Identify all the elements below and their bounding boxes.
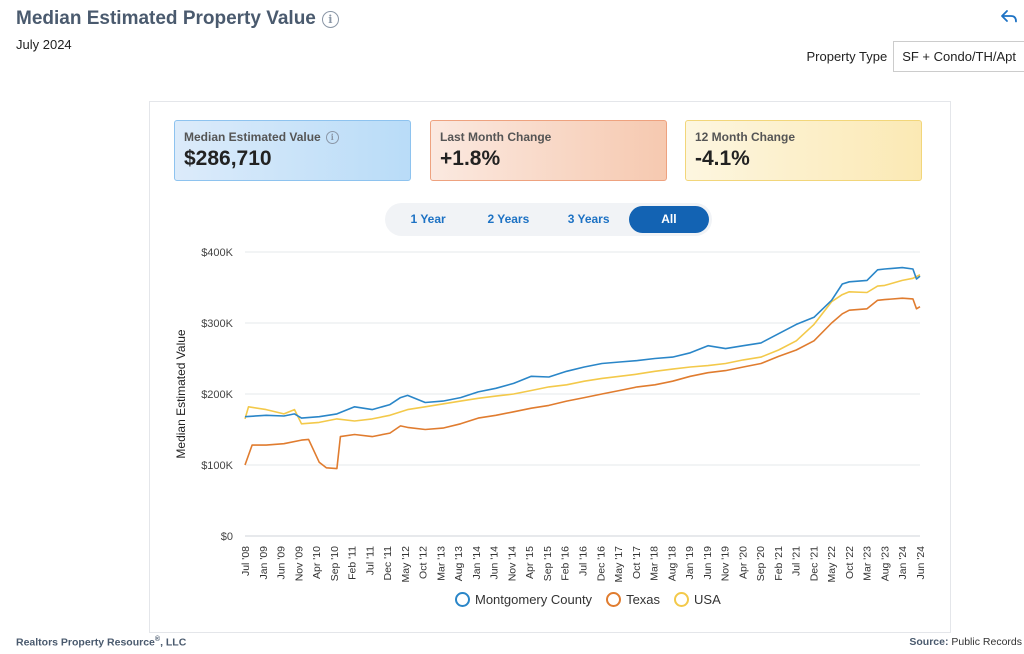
x-tick-label: Oct '12 <box>418 546 430 579</box>
x-tick-label: Jun '24 <box>915 546 927 580</box>
legend-swatch-montgomery <box>455 592 470 607</box>
registered-mark: ® <box>154 636 161 643</box>
last-month-change-label: Last Month Change <box>440 130 552 144</box>
x-tick-label: Jun '19 <box>702 546 714 580</box>
range-3-years-button[interactable]: 3 Years <box>567 212 610 226</box>
x-tick-label: Nov '19 <box>720 546 732 581</box>
legend-swatch-usa <box>674 592 690 607</box>
x-tick-label: Nov '14 <box>506 546 518 581</box>
x-tick-label: Dec '16 <box>595 546 607 581</box>
x-tick-label: May '22 <box>826 546 838 583</box>
legend-item-texas[interactable]: Texas <box>606 592 660 607</box>
last-month-change-card: Last Month Change +1.8% <box>430 120 667 181</box>
x-tick-label: Sep '15 <box>542 546 554 581</box>
x-tick-label: Jan '14 <box>471 546 483 580</box>
x-tick-label: Jan '24 <box>897 546 909 580</box>
x-tick-label: Aug '18 <box>666 546 678 581</box>
x-tick-label: Dec '11 <box>382 546 394 581</box>
y-tick-label: $200K <box>201 389 233 401</box>
y-tick-label: $400K <box>201 247 233 259</box>
x-tick-label: Apr '10 <box>311 546 323 579</box>
range-all-button[interactable]: All <box>628 206 709 233</box>
series-line-usa <box>244 273 921 425</box>
median-value-card: Median Estimated Value i $286,710 <box>174 120 411 181</box>
page-title-text: Median Estimated Property Value <box>16 8 316 29</box>
x-tick-label: Mar '13 <box>435 546 447 581</box>
x-tick-label: Jul '08 <box>240 546 252 576</box>
x-tick-label: Oct '17 <box>631 546 643 579</box>
footer-company: Realtors Property Resource®, LLC <box>16 636 186 649</box>
x-tick-label: Jul '11 <box>364 546 376 575</box>
footer-source: Source: Public Records <box>909 636 1022 648</box>
median-value-card-header: Median Estimated Value i <box>184 130 401 144</box>
x-tick-label: Feb '16 <box>560 546 572 581</box>
twelve-month-change-card: 12 Month Change -4.1% <box>685 120 922 181</box>
x-tick-label: Aug '13 <box>453 546 465 581</box>
legend-label-usa: USA <box>694 592 721 607</box>
footer-company-name: Realtors Property Resource <box>16 636 155 649</box>
x-tick-label: Apr '20 <box>737 546 749 579</box>
footer-source-label: Source: <box>909 636 949 648</box>
series-line-texas <box>244 297 921 470</box>
legend-swatch-texas <box>606 592 622 607</box>
y-axis-label: Median Estimated Value <box>174 329 188 459</box>
x-tick-label: Sep '20 <box>755 546 767 581</box>
x-tick-label: Mar '23 <box>862 546 874 581</box>
footer-source-value: Public Records <box>951 636 1022 648</box>
twelve-month-change-value: -4.1% <box>695 147 750 170</box>
series-line-montgomery <box>244 266 921 419</box>
x-tick-label: Apr '15 <box>524 546 536 579</box>
chart-panel: Median Estimated Value i $286,710 Last M… <box>149 101 951 633</box>
x-tick-label: Oct '22 <box>844 546 856 579</box>
x-tick-label: Jul '21 <box>791 546 803 576</box>
x-tick-label: Jan '09 <box>258 546 270 580</box>
info-icon[interactable]: i <box>321 10 339 28</box>
line-chart: $0 $100K $200K $300K $400K Jul '08 Jan '09 Jun … <box>174 247 927 583</box>
legend-item-montgomery[interactable]: Montgomery County <box>455 592 592 607</box>
legend-label-texas: Texas <box>626 592 661 607</box>
footer-company-suffix: , LLC <box>160 636 187 649</box>
twelve-month-change-label: 12 Month Change <box>695 130 796 144</box>
x-tick-label: May '12 <box>400 546 412 583</box>
legend-item-usa[interactable]: USA <box>674 592 721 607</box>
y-tick-label: $300K <box>201 318 233 330</box>
x-tick-label: May '17 <box>613 546 625 583</box>
x-tick-label: Dec '21 <box>808 546 820 581</box>
range-2-years-button[interactable]: 2 Years <box>487 212 530 226</box>
x-tick-label: Mar '18 <box>649 546 661 581</box>
property-type-filter: Property Type SF + Condo/TH/Apt <box>806 41 1024 72</box>
x-tick-label: Jul '16 <box>578 546 590 576</box>
share-icon[interactable] <box>1000 8 1018 26</box>
y-tick-label: $0 <box>221 531 233 543</box>
x-tick-label: Jan '19 <box>684 546 696 580</box>
x-tick-label: Jun '14 <box>489 546 501 580</box>
property-type-label: Property Type <box>806 49 888 64</box>
x-tick-label: Aug '23 <box>879 546 891 581</box>
y-tick-label: $100K <box>201 460 233 472</box>
x-tick-label: Feb '11 <box>347 546 359 580</box>
info-icon[interactable]: i <box>325 130 339 144</box>
x-tick-label: Nov '09 <box>293 546 305 581</box>
time-range-selector: 1 Year 2 Years 3 Years All <box>385 203 712 236</box>
property-type-select[interactable]: SF + Condo/TH/Apt <box>893 41 1024 72</box>
chart-legend: Montgomery County Texas USA <box>455 592 721 607</box>
range-1-year-button[interactable]: 1 Year <box>410 212 446 226</box>
x-tick-label: Jun '09 <box>276 546 288 580</box>
x-tick-label: Sep '10 <box>329 546 341 581</box>
median-value-label: Median Estimated Value <box>184 130 321 144</box>
median-value-amount: $286,710 <box>184 147 272 170</box>
x-tick-label: Feb '21 <box>773 546 785 581</box>
last-month-change-value: +1.8% <box>440 147 501 170</box>
page-title: Median Estimated Property Value i <box>16 8 339 30</box>
report-date: July 2024 <box>16 37 72 52</box>
legend-label-montgomery: Montgomery County <box>475 592 593 607</box>
